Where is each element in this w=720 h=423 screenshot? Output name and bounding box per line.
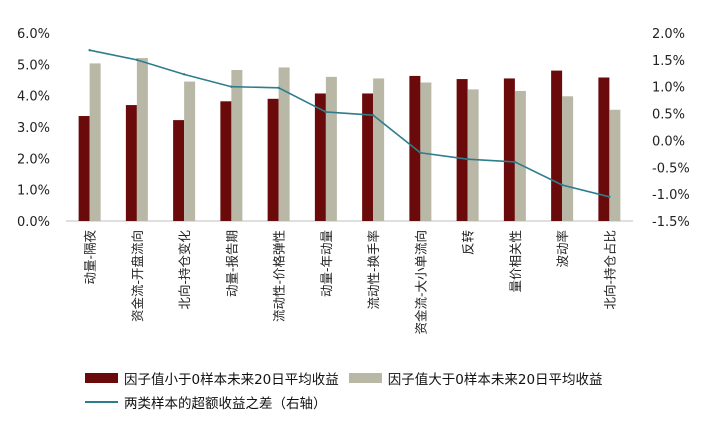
legend-item-series-3: 两类样本的超额收益之差（右轴） bbox=[85, 392, 327, 412]
line-point-series-3 bbox=[419, 151, 422, 154]
bar-series-2 bbox=[467, 89, 479, 222]
line-point-series-3 bbox=[277, 86, 280, 89]
x-category-label: 反转 bbox=[461, 230, 476, 255]
y-right-tick-label: -1.0% bbox=[652, 188, 690, 203]
bar-series-2 bbox=[184, 81, 196, 221]
bar-series-2 bbox=[420, 82, 432, 221]
bar-series-1 bbox=[267, 98, 279, 221]
x-category-label: 动量-年动量 bbox=[319, 230, 334, 297]
line-point-series-3 bbox=[230, 85, 233, 88]
x-category-label: 量价相关性 bbox=[508, 230, 523, 293]
bar-series-1 bbox=[220, 101, 232, 221]
bar-series-2 bbox=[609, 109, 621, 221]
bar-series-1 bbox=[503, 78, 515, 221]
legend-item-series-2: 因子值大于0样本未来20日平均收益 bbox=[348, 368, 603, 388]
bar-series-2 bbox=[562, 96, 574, 221]
bar-series-1 bbox=[551, 70, 563, 221]
bar-series-1 bbox=[314, 93, 326, 221]
line-point-series-3 bbox=[135, 58, 139, 62]
bar-series-2 bbox=[136, 58, 148, 221]
y-left-tick-label: 0.0% bbox=[17, 215, 50, 230]
bar-series-1 bbox=[125, 105, 137, 221]
y-left-tick-label: 1.0% bbox=[17, 184, 50, 199]
y-right-tick-label: 1.5% bbox=[652, 54, 685, 69]
y-left-tick-label: 4.0% bbox=[17, 90, 50, 105]
x-category-label: 波动率 bbox=[555, 230, 570, 268]
line-point-series-3 bbox=[466, 158, 469, 161]
y-right-tick-label: 2.0% bbox=[652, 27, 685, 42]
legend-label-series-1: 因子值小于0样本未来20日平均收益 bbox=[124, 372, 339, 388]
y-right-tick-label: -1.5% bbox=[652, 215, 690, 230]
x-category-label: 流动性-价格弹性 bbox=[272, 230, 287, 322]
legend-item-series-1: 因子值小于0样本未来20日平均收益 bbox=[85, 368, 339, 388]
x-category-label: 流动性-换手率 bbox=[366, 230, 381, 310]
bar-series-1 bbox=[456, 79, 468, 221]
line-point-series-3 bbox=[608, 195, 611, 199]
bar-series-1 bbox=[173, 120, 185, 221]
legend: 因子值小于0样本未来20日平均收益 因子值大于0样本未来20日平均收益 两类样本… bbox=[85, 366, 705, 414]
line-point-series-3 bbox=[560, 183, 564, 187]
y-left-tick-label: 5.0% bbox=[17, 58, 50, 73]
y-left-tick-label: 6.0% bbox=[17, 27, 50, 42]
legend-label-series-2: 因子值大于0样本未来20日平均收益 bbox=[387, 372, 603, 388]
bar-series-2 bbox=[514, 90, 526, 221]
line-point-series-3 bbox=[371, 113, 375, 117]
legend-swatch-series-1 bbox=[85, 373, 118, 383]
bar-series-2 bbox=[325, 76, 337, 221]
y-left-tick-label: 2.0% bbox=[17, 152, 50, 167]
bar-series-1 bbox=[362, 93, 374, 221]
y-right-tick-label: -0.5% bbox=[652, 161, 690, 176]
x-category-label: 动量-报告期 bbox=[224, 230, 239, 297]
bar-series-1 bbox=[78, 116, 90, 221]
y-right-tick-label: 0.5% bbox=[652, 108, 685, 123]
x-category-label: 北向-持仓占比 bbox=[602, 230, 617, 310]
line-series-3 bbox=[89, 49, 610, 198]
bar-series-2 bbox=[231, 69, 243, 222]
x-category-label: 动量-隔夜 bbox=[83, 230, 98, 285]
legend-swatch-series-2 bbox=[348, 373, 382, 383]
x-category-label: 资金流-大小单流向 bbox=[413, 230, 428, 335]
y-right-tick-label: 0.0% bbox=[652, 134, 685, 149]
bar-series-1 bbox=[598, 77, 610, 221]
line-point-series-3 bbox=[182, 73, 186, 76]
y-left-tick-label: 3.0% bbox=[17, 121, 50, 136]
bar-series-2 bbox=[373, 78, 385, 221]
y-right-tick-label: 1.0% bbox=[652, 81, 685, 96]
x-category-label: 资金流-开盘流向 bbox=[130, 230, 145, 322]
x-category-label: 北向-持仓变化 bbox=[177, 230, 192, 310]
bar-series-2 bbox=[278, 67, 290, 221]
line-point-series-3 bbox=[88, 48, 91, 52]
legend-swatch-series-3 bbox=[85, 401, 118, 403]
line-point-series-3 bbox=[324, 110, 328, 114]
bar-series-2 bbox=[89, 63, 101, 221]
legend-label-series-3: 两类样本的超额收益之差（右轴） bbox=[124, 396, 327, 412]
line-point-series-3 bbox=[513, 160, 517, 164]
